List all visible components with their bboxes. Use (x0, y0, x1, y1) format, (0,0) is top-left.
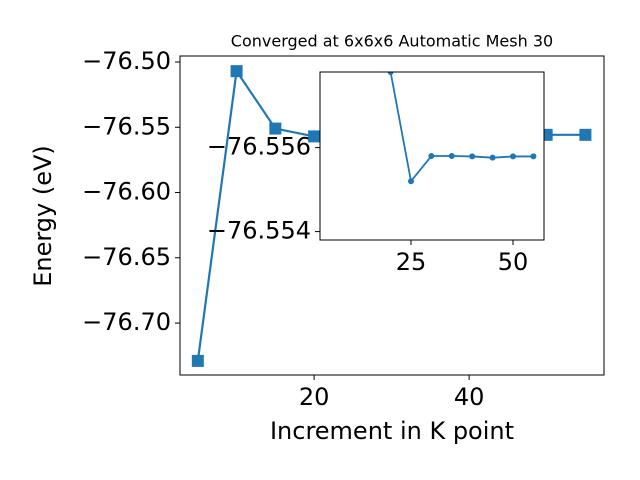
y-tick-label: −76.50 (82, 47, 171, 75)
marker (428, 153, 435, 159)
x-tick-label: 40 (454, 383, 485, 411)
plot-frame (319, 71, 545, 241)
marker (407, 178, 414, 185)
x-tick-label: 50 (498, 248, 529, 276)
y-tick-label: −76.556 (207, 133, 311, 161)
y-tick-label: −76.65 (82, 243, 171, 271)
x-axis-label: Increment in K point (270, 417, 514, 445)
marker (230, 65, 243, 78)
marker (448, 153, 455, 159)
y-tick-label: −76.554 (207, 217, 311, 245)
marker (489, 154, 496, 161)
plot-frame (179, 55, 605, 376)
plot-series (387, 72, 537, 185)
y-tick-label: −76.55 (82, 112, 171, 140)
marker (469, 153, 476, 160)
y-tick-label: −76.70 (82, 308, 171, 336)
y-axis-label: Energy (eV) (29, 145, 57, 287)
line (389, 72, 534, 184)
chart-title: Converged at 6x6x6 Automatic Mesh 30 (231, 32, 553, 51)
marker (308, 130, 321, 143)
x-tick-label: 20 (299, 383, 330, 411)
marker (387, 72, 394, 75)
marker (579, 128, 592, 141)
marker (269, 122, 282, 135)
marker (530, 153, 537, 160)
marker (509, 153, 516, 160)
y-tick-label: −76.60 (82, 178, 171, 206)
x-tick-label: 25 (396, 248, 427, 276)
marker (191, 354, 204, 367)
